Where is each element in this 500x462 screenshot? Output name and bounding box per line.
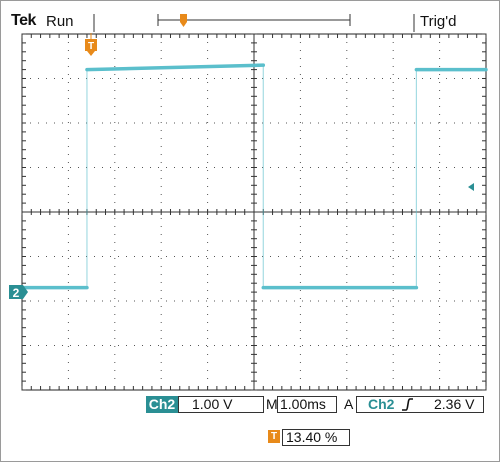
channel-scale-box bbox=[178, 396, 264, 413]
trigger-position-box bbox=[282, 429, 350, 446]
channel-2-marker[interactable]: 2 bbox=[9, 285, 28, 300]
acquisition-state: Run bbox=[46, 13, 74, 30]
record-trigger-marker-icon bbox=[180, 14, 187, 27]
timebase-prefix: M bbox=[266, 396, 278, 412]
timebase-box bbox=[277, 396, 337, 413]
trigger-marker-label: T bbox=[88, 41, 94, 52]
status-bar: Tek Run Trig'd bbox=[0, 0, 500, 32]
timebase-value: 1.00ms bbox=[280, 396, 326, 412]
trigger-level-arrow-icon[interactable] bbox=[468, 183, 474, 191]
trigger-position-marker[interactable]: T bbox=[85, 33, 97, 56]
graticule-grid bbox=[21, 33, 487, 391]
channel-label[interactable]: Ch2 bbox=[146, 396, 178, 413]
trigger-box bbox=[356, 396, 484, 413]
channel-marker-label: 2 bbox=[13, 286, 20, 300]
trace-edges bbox=[20, 63, 488, 290]
trigger-position-badge-label: T bbox=[270, 431, 278, 442]
brand-logo: Tek bbox=[11, 12, 36, 29]
trigger-status: Trig'd bbox=[420, 13, 457, 30]
trigger-mode: A bbox=[344, 396, 354, 412]
trace-level bbox=[85, 63, 266, 72]
record-position-bar bbox=[93, 14, 415, 32]
trigger-position-badge: T bbox=[268, 430, 280, 443]
rising-edge-icon bbox=[402, 398, 413, 411]
trigger-level: 2.36 V bbox=[434, 396, 475, 412]
channel-scale: 1.00 V bbox=[192, 396, 233, 412]
trigger-position-value: 13.40 % bbox=[286, 429, 338, 445]
trigger-source: Ch2 bbox=[368, 396, 395, 412]
